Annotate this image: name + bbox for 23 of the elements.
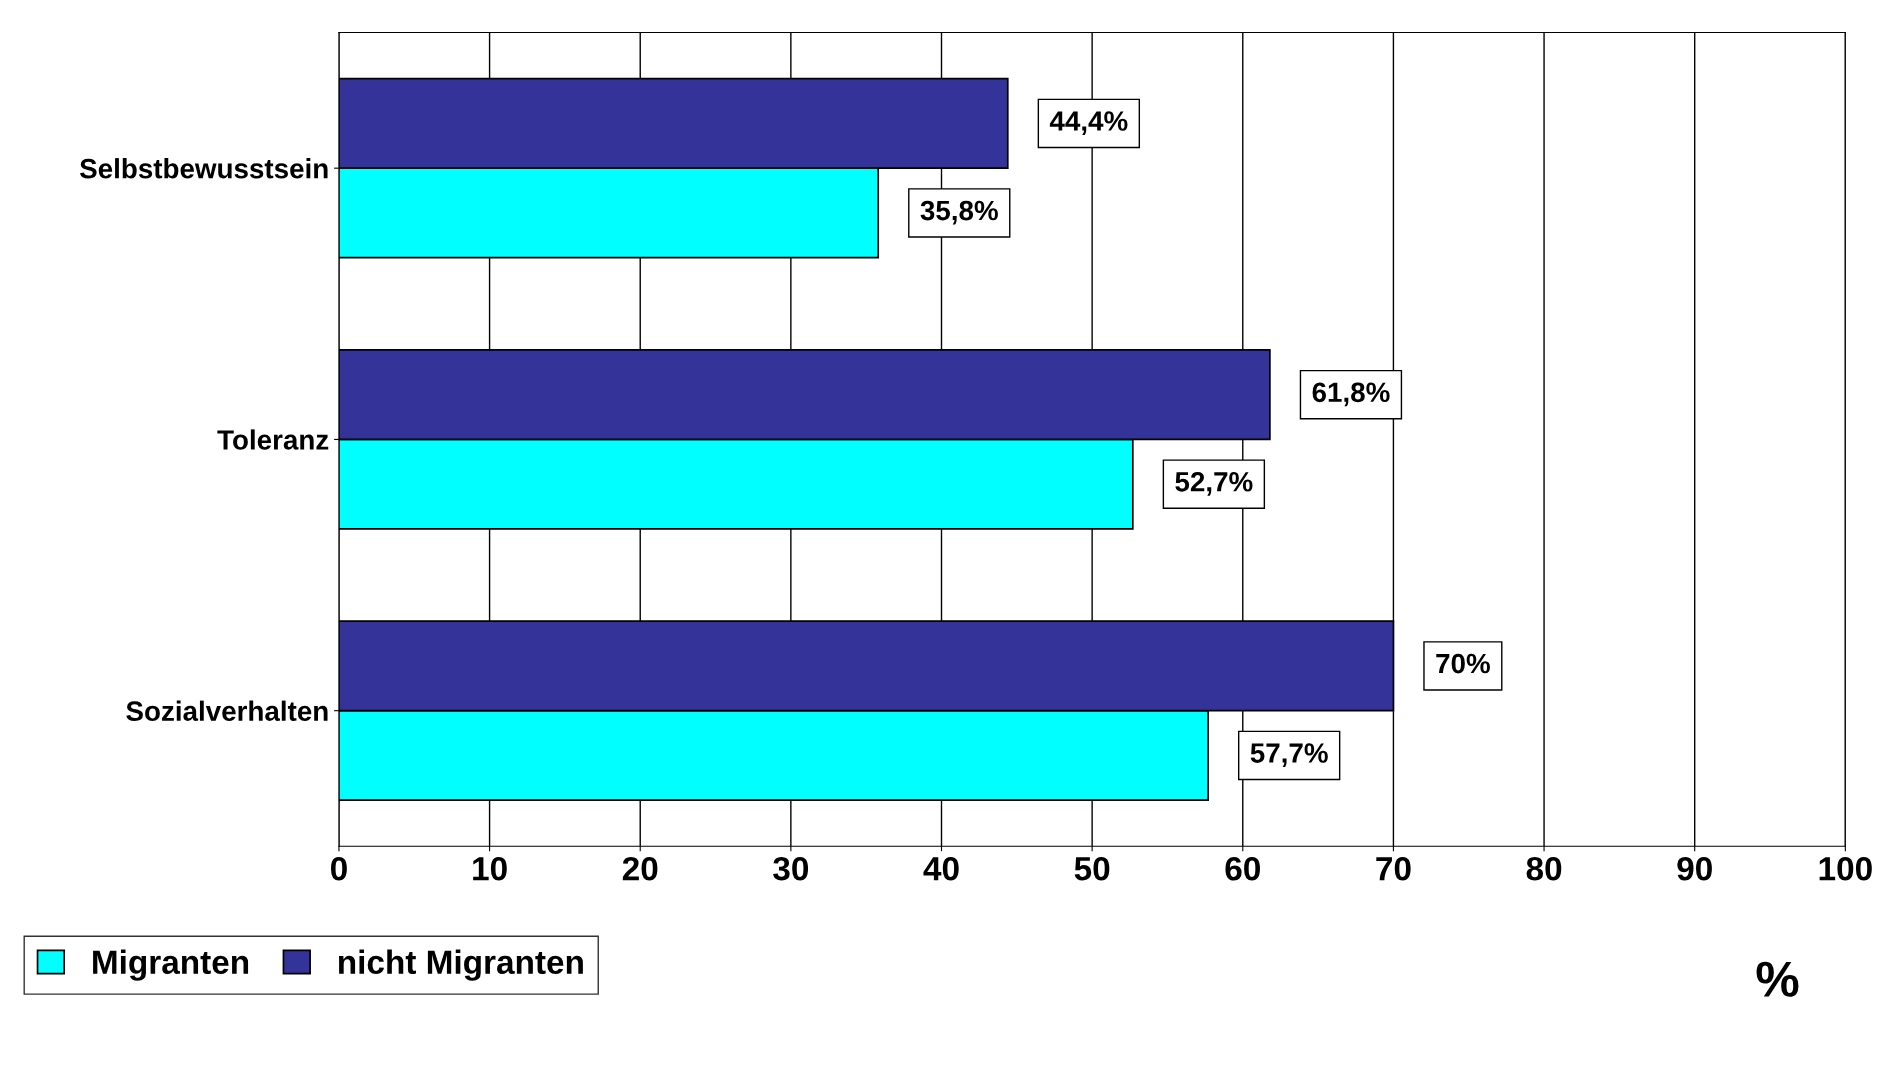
x-tick-label: 70 — [1376, 856, 1411, 881]
x-tick-label: 90 — [1677, 856, 1712, 881]
data-label: 35,8% — [920, 200, 998, 225]
y-tick-label: Toleranz — [217, 429, 329, 450]
legend-label: nicht Migranten — [338, 949, 583, 981]
x-tick-label: 50 — [1074, 856, 1110, 881]
y-tick-label: Selbstbewusstsein — [79, 158, 328, 179]
x-tick-label: 60 — [1225, 856, 1260, 881]
data-label: 70% — [1436, 653, 1490, 674]
x-tick-label: 10 — [473, 856, 507, 881]
legend-label: Migranten — [93, 949, 249, 981]
x-tick-label: 0 — [330, 856, 347, 881]
y-tick-label: Sozialverhalten — [126, 700, 328, 722]
data-label: 57,7% — [1250, 743, 1328, 767]
x-tick-label: 20 — [622, 856, 658, 881]
x-tick-label: 100 — [1819, 856, 1872, 881]
data-label: 52,7% — [1175, 471, 1253, 496]
x-axis-title: % — [1756, 961, 1799, 997]
x-tick-label: 40 — [923, 856, 959, 881]
x-tick-label: 80 — [1526, 856, 1562, 881]
x-tick-label: 30 — [773, 856, 809, 881]
data-label: 61,8% — [1312, 382, 1390, 407]
data-label: 44,4% — [1049, 111, 1128, 135]
